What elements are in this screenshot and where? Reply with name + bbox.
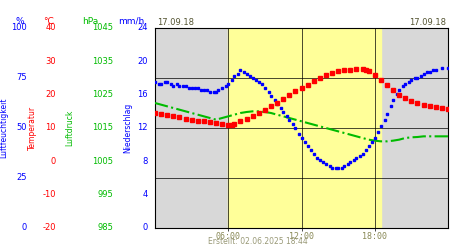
Text: 1025: 1025 <box>92 90 113 99</box>
Text: Temperatur: Temperatur <box>27 106 36 150</box>
Text: %: % <box>15 17 23 26</box>
Text: -10: -10 <box>42 190 56 199</box>
Text: 24: 24 <box>138 24 148 32</box>
Text: 985: 985 <box>97 224 113 232</box>
Text: 40: 40 <box>45 24 56 32</box>
Text: 0: 0 <box>143 224 148 232</box>
Text: 16: 16 <box>137 90 148 99</box>
Text: Luftfeuchtigkeit: Luftfeuchtigkeit <box>0 98 9 158</box>
Text: 20: 20 <box>45 90 56 99</box>
Text: -20: -20 <box>42 224 56 232</box>
Text: 17.09.18: 17.09.18 <box>409 18 446 27</box>
Text: Erstellt: 02.06.2025 18:44: Erstellt: 02.06.2025 18:44 <box>208 237 307 246</box>
Text: 75: 75 <box>16 74 27 82</box>
Text: °C: °C <box>43 17 54 26</box>
Text: Luftdruck: Luftdruck <box>66 110 75 146</box>
Text: 995: 995 <box>97 190 113 199</box>
Text: 25: 25 <box>17 174 27 182</box>
Text: 0: 0 <box>22 224 27 232</box>
Text: 10: 10 <box>45 124 56 132</box>
Text: 100: 100 <box>11 24 27 32</box>
Text: 50: 50 <box>17 124 27 132</box>
Text: 4: 4 <box>143 190 148 199</box>
Text: 30: 30 <box>45 57 56 66</box>
Text: 12: 12 <box>138 124 148 132</box>
Text: 20: 20 <box>138 57 148 66</box>
Bar <box>228 28 381 228</box>
Text: 1005: 1005 <box>92 157 113 166</box>
Text: 17.09.18: 17.09.18 <box>157 18 194 27</box>
Text: 0: 0 <box>51 157 56 166</box>
Text: 1045: 1045 <box>92 24 113 32</box>
Text: 1015: 1015 <box>92 124 113 132</box>
Text: 1035: 1035 <box>92 57 113 66</box>
Text: hPa: hPa <box>82 17 98 26</box>
Text: Niederschlag: Niederschlag <box>123 103 132 153</box>
Text: mm/h: mm/h <box>118 17 144 26</box>
Text: 8: 8 <box>143 157 148 166</box>
